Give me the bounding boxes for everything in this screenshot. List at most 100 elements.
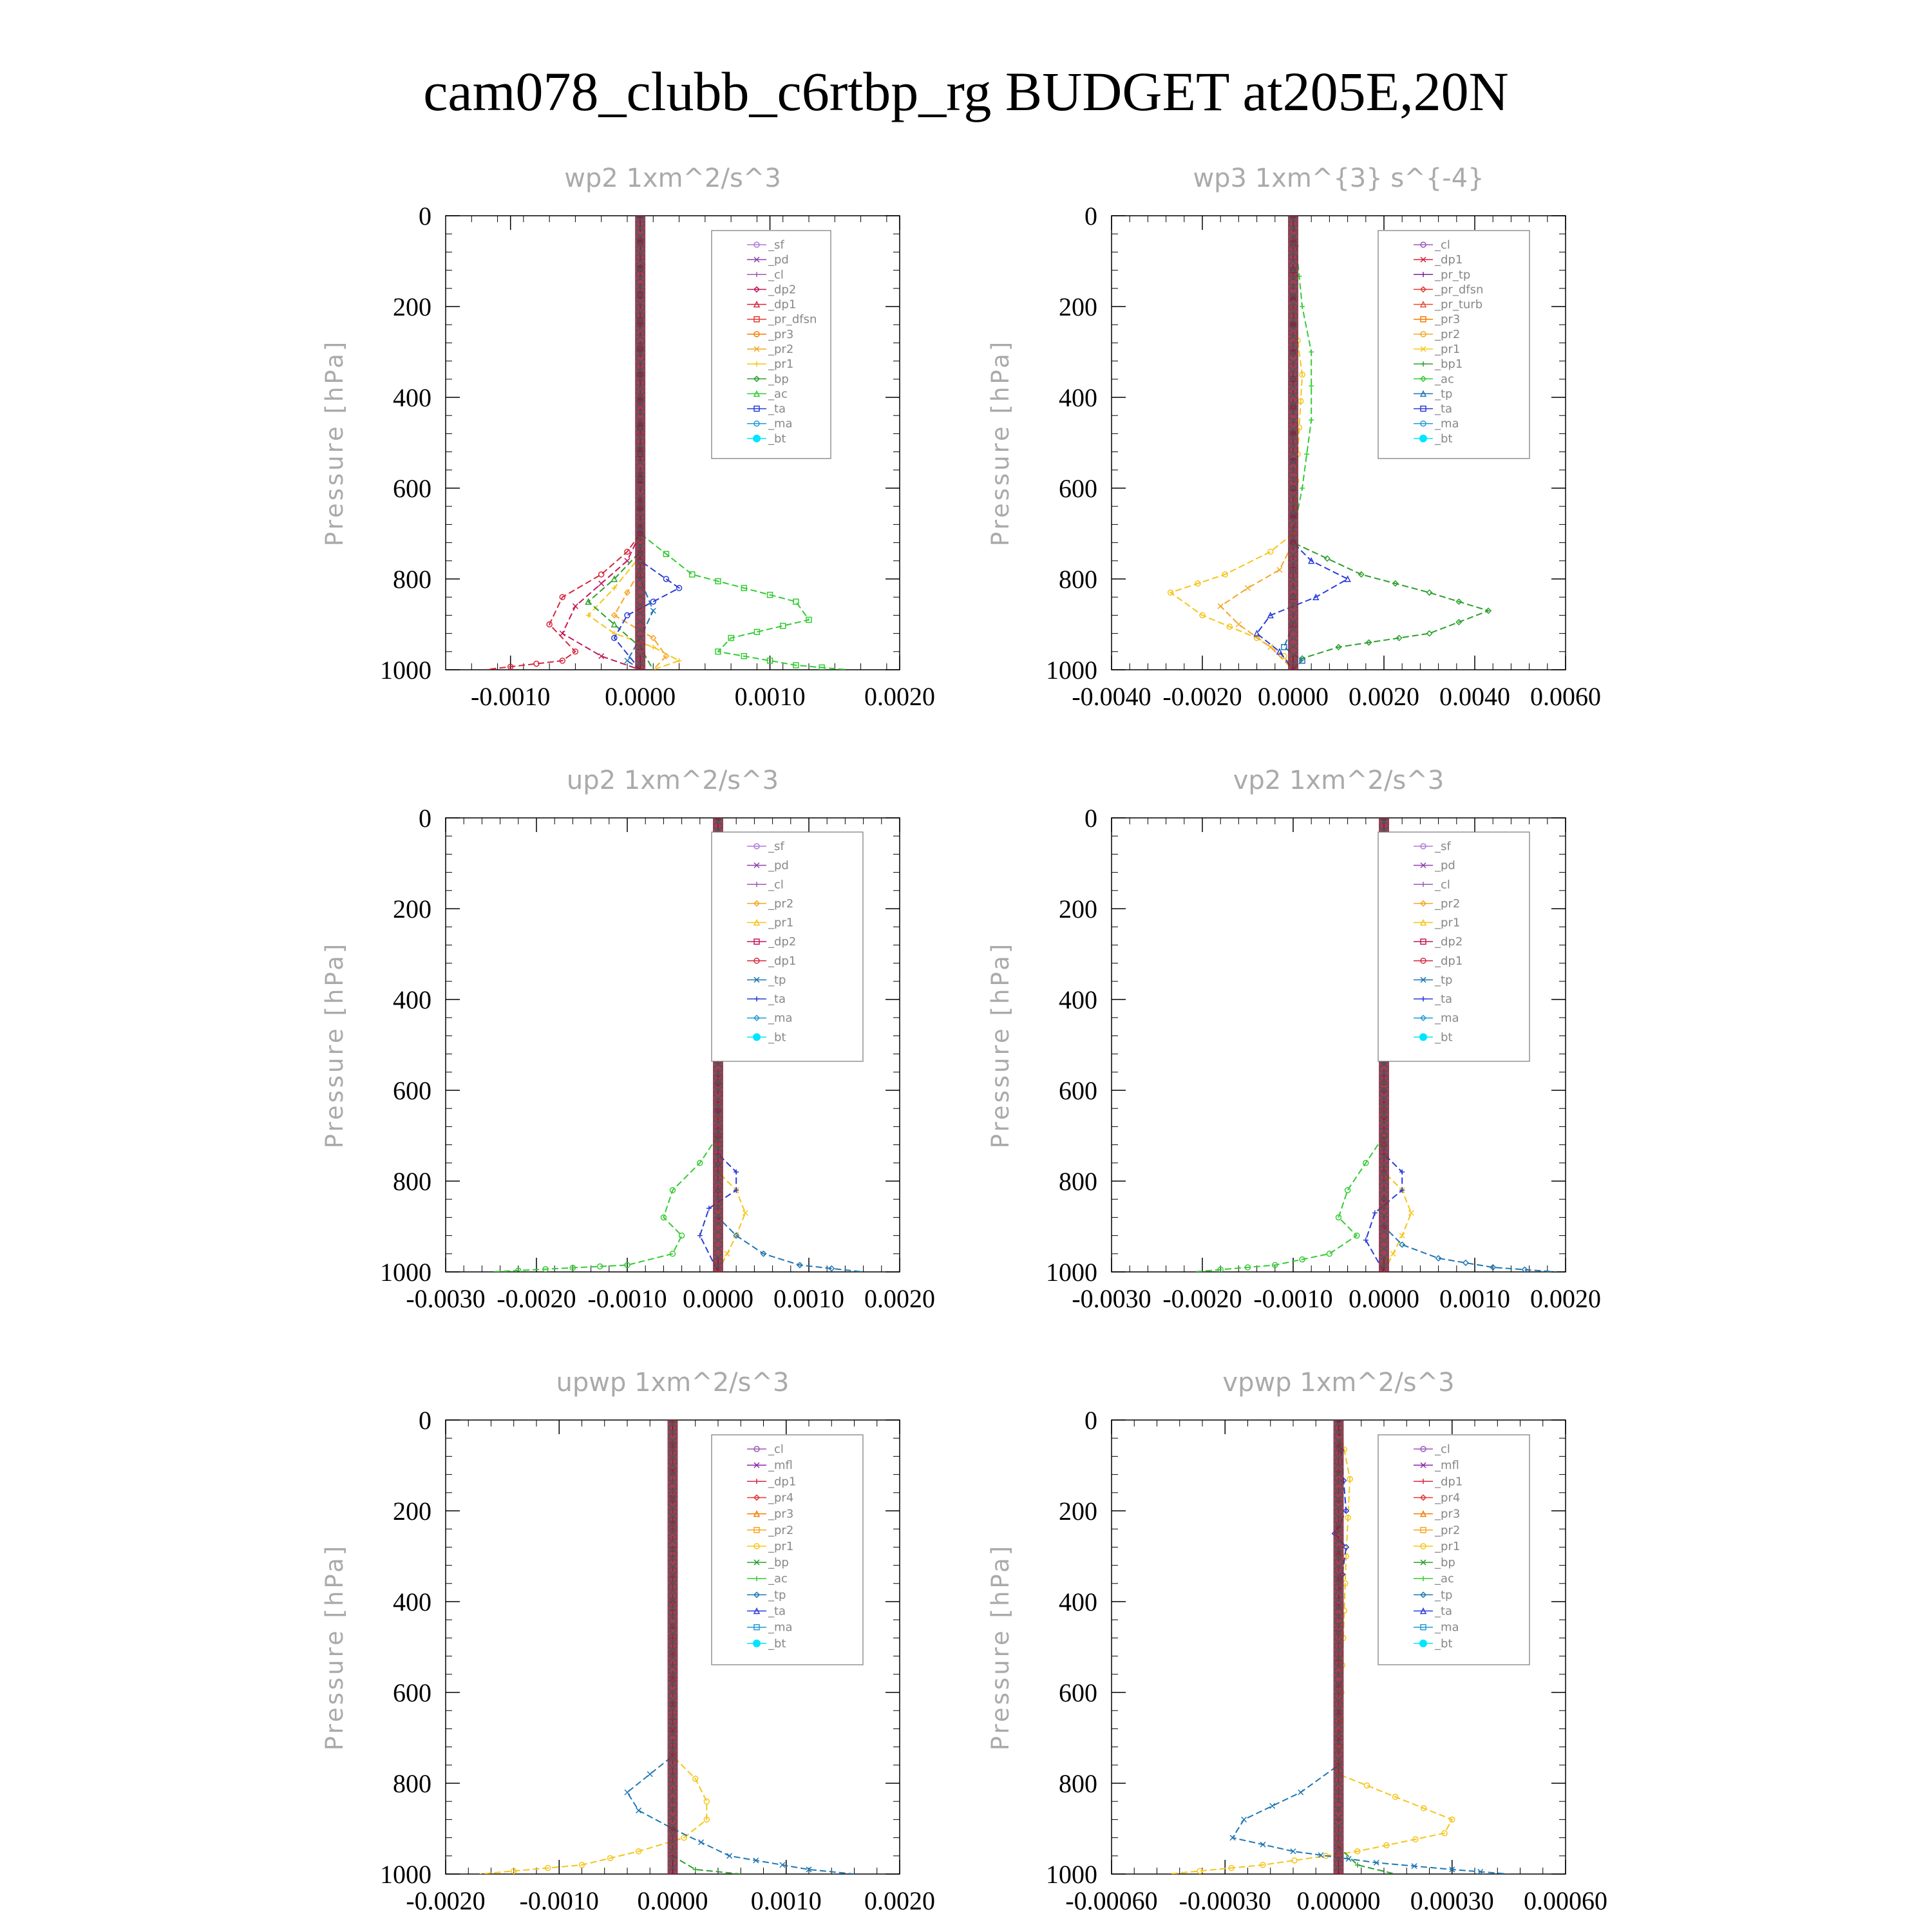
zero-stack-marker (1288, 459, 1298, 466)
series-_dp1-point (569, 1264, 576, 1271)
series-_dp1-point (660, 1214, 667, 1221)
legend-label: _sf (1434, 840, 1451, 853)
series-_bp-point (663, 551, 670, 557)
legend-label: _mfl (1434, 1459, 1459, 1472)
zero-stack-marker (713, 1195, 723, 1202)
legend-point (1419, 1510, 1427, 1517)
zero-stack-marker (1333, 1738, 1344, 1746)
series-_bp-point (741, 653, 748, 659)
legend-label: _ac (768, 1572, 788, 1586)
zero-stack-marker (1333, 1654, 1344, 1662)
zero-stack-marker (667, 1529, 678, 1537)
zero-stack-marker (1379, 1061, 1389, 1068)
zero-stack-marker (1333, 1763, 1344, 1771)
y-tick-label: 1000 (1046, 1258, 1097, 1287)
x-tick-label: -0.0020 (1162, 682, 1242, 711)
zero-stack-marker (667, 1462, 678, 1470)
zero-stack-marker (1288, 592, 1298, 600)
series-_tp-point (1435, 1255, 1442, 1262)
series-_pr3-point (623, 589, 631, 596)
zero-stack-marker (1379, 1128, 1389, 1135)
series-_ta-point (1343, 1544, 1350, 1551)
zero-stack-marker (1288, 526, 1298, 533)
zero-stack-marker (1333, 1587, 1344, 1595)
legend-point (1420, 1624, 1426, 1631)
zero-stack-marker (667, 1629, 678, 1637)
series-_bp1-point (1335, 643, 1342, 650)
series-_bp1-point (1455, 598, 1463, 605)
legend-label: _pr4 (768, 1491, 793, 1504)
legend-label: _cl (768, 268, 784, 281)
series-_ta-point (663, 576, 670, 582)
zero-stack-marker (1379, 1144, 1389, 1152)
legend-label: _pr3 (1434, 313, 1460, 327)
series-_pr1-point (1300, 486, 1305, 491)
zero-stack-marker (667, 1747, 678, 1754)
legend-point (754, 361, 759, 367)
zero-stack-marker (1379, 1253, 1389, 1261)
series-_ma-point (1281, 644, 1287, 650)
series-_pr1-point (1228, 1864, 1235, 1871)
legend-point (754, 882, 759, 887)
zero-stack-marker (667, 1604, 678, 1612)
legend-point (753, 1591, 761, 1598)
zero-stack-marker (1333, 1596, 1344, 1604)
legend-label: _bt (1434, 1030, 1452, 1044)
legend-point (753, 938, 760, 945)
legend-point (753, 300, 761, 308)
panel-5: upwp 1xm^2/s^3 Pressure [hPa] 0 200 400 600 80… (321, 1368, 935, 1915)
zero-stack-marker (1333, 1571, 1344, 1578)
legend-point (753, 1527, 760, 1533)
zero-stack-marker (635, 400, 645, 408)
zero-stack-marker (713, 1211, 723, 1219)
legend-label: _pr2 (768, 343, 793, 356)
zero-stack-marker (635, 308, 645, 316)
series-_tp-point (1290, 1848, 1296, 1855)
zero-stack-marker (667, 1554, 678, 1562)
zero-stack-marker (713, 1170, 723, 1177)
x-tick-label: 0.0000 (1349, 1284, 1419, 1313)
series-_pr1-line (479, 1420, 708, 1874)
series-_tp-point (806, 1866, 812, 1873)
zero-stack-marker (1333, 1646, 1344, 1654)
series-_tp-point (1373, 1859, 1379, 1866)
y-tick-label: 400 (1059, 1587, 1097, 1616)
legend-label: _pr1 (1434, 1540, 1460, 1553)
zero-stack-marker (1333, 1713, 1344, 1721)
y-tick-label: 800 (1059, 1769, 1097, 1798)
legend-point (753, 1446, 760, 1452)
zero-stack-marker (635, 534, 645, 542)
x-tick-label: 0.0040 (1439, 682, 1510, 711)
series-_tp-point (1260, 1841, 1266, 1848)
panel-title: vpwp 1xm^2/s^3 (1222, 1368, 1454, 1397)
legend-point (1419, 1014, 1427, 1021)
series-group (1168, 1420, 1509, 1874)
legend-point (753, 862, 760, 869)
x-tick-label: -0.0020 (406, 1886, 485, 1915)
series-_pr1-point (611, 620, 618, 628)
legend-label: _pr1 (768, 357, 793, 371)
series-_dp2-point (559, 630, 565, 637)
series-_pr1-line (1293, 216, 1312, 534)
panel-1: wp2 1xm^2/s^3 Pressure [hPa] 0 200 400 600 800… (321, 164, 935, 711)
zero-stack-marker (1288, 484, 1298, 491)
zero-stack-marker (1288, 216, 1298, 223)
series-_dp1-point (542, 1266, 549, 1272)
series-_pr1-point (1260, 1862, 1266, 1868)
zero-stack-marker (667, 1855, 678, 1863)
series-_bp1-point (1426, 630, 1433, 637)
series-_dp1-point (1272, 1262, 1278, 1269)
zero-stack-marker (1288, 551, 1298, 558)
y-tick-label: 1000 (380, 1860, 431, 1889)
legend-label: _pr2 (1434, 328, 1460, 341)
x-tick-label: 0.0000 (638, 1886, 708, 1915)
zero-stack-marker (667, 1797, 678, 1804)
x-tick-label: 0.0020 (864, 682, 935, 711)
zero-stack-marker (1379, 1069, 1389, 1077)
zero-stack-marker (635, 601, 645, 609)
series-_bp-point (1354, 1862, 1360, 1868)
legend-label: _pr2 (1434, 1524, 1460, 1537)
zero-stack-marker (1288, 417, 1298, 424)
legend-label: _pr1 (1434, 343, 1460, 356)
zero-stack-marker (635, 526, 645, 533)
